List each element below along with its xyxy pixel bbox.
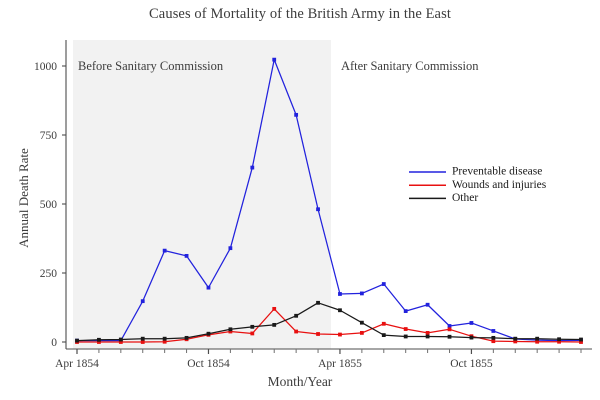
data-point-marker xyxy=(162,339,167,344)
x-tick-label: Oct 1855 xyxy=(450,358,493,370)
data-point-marker xyxy=(447,324,452,328)
data-point-marker xyxy=(250,324,255,329)
data-point-marker xyxy=(491,329,496,333)
y-tick-label: 750 xyxy=(40,130,58,142)
data-point-marker xyxy=(447,334,452,339)
data-point-marker xyxy=(250,165,255,170)
data-point-marker xyxy=(184,335,189,340)
data-point-marker xyxy=(97,340,101,344)
data-point-marker xyxy=(359,291,364,296)
data-point-marker xyxy=(381,282,386,286)
data-point-marker xyxy=(403,309,408,313)
data-point-marker xyxy=(579,337,583,342)
data-point-marker xyxy=(338,332,342,337)
data-point-marker xyxy=(491,339,496,344)
axes-layer: 0 250 500 750 1000 Apr 1854 Oct 1854 Apr 1855 Oc… xyxy=(34,40,592,370)
data-point-marker xyxy=(206,285,211,290)
data-point-marker xyxy=(403,327,408,331)
data-point-marker xyxy=(425,330,430,335)
data-point-marker xyxy=(469,335,474,340)
y-tick-label: 250 xyxy=(40,268,58,280)
y-tick-label: 500 xyxy=(40,199,58,211)
data-point-marker xyxy=(447,327,452,332)
data-point-marker xyxy=(338,308,342,313)
legend-label-2: Other xyxy=(452,192,478,204)
data-point-marker xyxy=(162,336,167,341)
x-tick-label: Apr 1855 xyxy=(318,358,362,370)
data-point-marker xyxy=(97,337,101,342)
data-point-marker xyxy=(228,329,233,334)
data-point-marker xyxy=(272,306,277,311)
y-tick-label: 1000 xyxy=(34,61,57,73)
data-point-marker xyxy=(228,327,233,332)
data-point-marker xyxy=(535,339,540,344)
data-point-marker xyxy=(403,334,408,339)
data-point-marker xyxy=(338,292,342,296)
data-point-marker xyxy=(359,320,364,325)
after-sanitary-commission: After Sanitary Commission xyxy=(341,59,479,73)
data-point-marker xyxy=(579,340,583,344)
series-layer xyxy=(75,57,583,344)
data-point-marker xyxy=(557,339,561,344)
data-point-marker xyxy=(184,253,189,258)
y-tick-label: 0 xyxy=(51,337,57,349)
data-point-marker xyxy=(359,330,364,335)
data-point-marker xyxy=(316,207,320,212)
data-point-marker xyxy=(294,112,299,117)
data-point-marker xyxy=(557,337,561,342)
data-point-marker xyxy=(140,299,145,304)
data-point-marker xyxy=(118,337,123,342)
series-other xyxy=(75,300,583,343)
data-point-marker xyxy=(316,300,320,305)
data-point-marker xyxy=(425,302,430,307)
data-point-marker xyxy=(316,332,320,336)
data-point-marker xyxy=(140,340,145,344)
data-point-marker xyxy=(425,334,430,339)
x-axis-label: Month/Year xyxy=(267,374,333,389)
data-point-marker xyxy=(206,331,211,336)
annotations-layer: Before Sanitary Commission After Sanitary… xyxy=(78,59,479,73)
data-point-marker xyxy=(118,340,123,344)
data-point-marker xyxy=(513,336,518,341)
data-point-marker xyxy=(250,331,255,336)
legend-label-1: Wounds and injuries xyxy=(452,179,547,191)
chart-title: Causes of Mortality of the British Army … xyxy=(149,6,451,22)
x-tick-label: Apr 1854 xyxy=(55,358,99,370)
data-point-marker xyxy=(381,333,386,337)
data-point-marker xyxy=(469,321,474,325)
series-line xyxy=(76,302,582,342)
series-line xyxy=(76,308,582,343)
data-point-marker xyxy=(140,336,145,341)
x-tick-label: Oct 1854 xyxy=(187,358,230,370)
data-point-marker xyxy=(272,322,277,327)
data-point-marker xyxy=(228,246,233,251)
shaded-band-layer xyxy=(73,40,331,349)
data-point-marker xyxy=(75,338,79,343)
data-point-marker xyxy=(513,339,518,344)
before-commission-band xyxy=(73,40,331,349)
data-point-marker xyxy=(294,313,299,318)
data-point-marker xyxy=(294,329,299,334)
data-point-marker xyxy=(491,335,496,340)
legend-label-0: Preventable disease xyxy=(452,166,542,178)
data-point-marker xyxy=(381,321,386,326)
data-point-marker xyxy=(535,336,540,341)
data-point-marker xyxy=(272,57,277,62)
before-sanitary-commission: Before Sanitary Commission xyxy=(78,59,224,73)
data-point-marker xyxy=(162,248,167,253)
series-line xyxy=(76,59,582,342)
